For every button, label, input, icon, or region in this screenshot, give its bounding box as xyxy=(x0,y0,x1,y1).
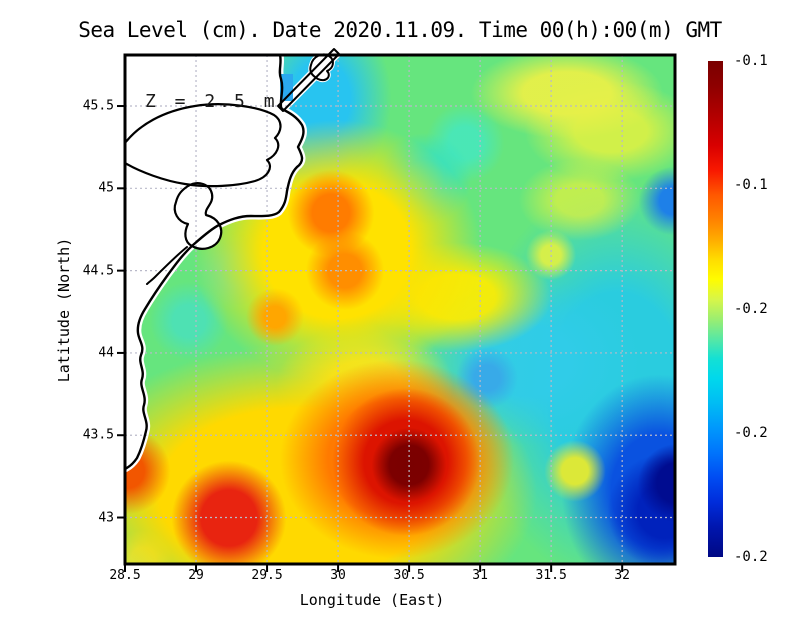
x-tick-label: 29.5 xyxy=(251,568,283,583)
y-tick-label: 44.5 xyxy=(82,263,114,279)
x-tick-label: 30 xyxy=(330,568,346,583)
colorbar-tick-label: -0.2 xyxy=(734,549,768,565)
plot-frame xyxy=(123,53,677,566)
colorbar-tick-label: -0.1 xyxy=(734,177,768,193)
colorbar-tick-label: -0.2 xyxy=(734,301,768,317)
depth-annotation: Z = 2.5 m xyxy=(145,91,279,112)
x-tick-label: 32 xyxy=(614,568,630,583)
y-tick-label: 44 xyxy=(98,345,114,361)
y-tick-label: 43.5 xyxy=(82,427,114,443)
x-axis-label: Longitude (East) xyxy=(299,591,445,609)
y-tick-label: 43 xyxy=(98,510,114,526)
land-fill xyxy=(125,49,339,469)
chart-title: Sea Level (cm). Date 2020.11.09. Time 00… xyxy=(78,18,722,42)
colorbar-tick-label: -0.2 xyxy=(734,425,768,441)
x-tick-label: 28.5 xyxy=(109,568,141,583)
colorbar xyxy=(708,61,723,557)
y-tick-label: 45.5 xyxy=(82,98,114,114)
graticule-gridlines xyxy=(125,55,675,564)
y-tick-label: 45 xyxy=(98,180,114,196)
y-axis-label: Latitude (North) xyxy=(55,237,73,383)
x-tick-label: 31 xyxy=(472,568,488,583)
map-overlay xyxy=(117,53,677,572)
x-tick-label: 30.5 xyxy=(393,568,425,583)
colorbar-labels: -0.1 -0.1 -0.2 -0.2 -0.2 xyxy=(708,53,768,565)
x-tick-label: 29 xyxy=(188,568,204,583)
colorbar-tick-label: -0.1 xyxy=(734,53,768,69)
x-tick-label: 31.5 xyxy=(535,568,567,583)
plot-area: Z = 2.5 m 28.5 29 29.5 30 30.5 31 31.5 32 45.5 4… xyxy=(55,53,677,609)
